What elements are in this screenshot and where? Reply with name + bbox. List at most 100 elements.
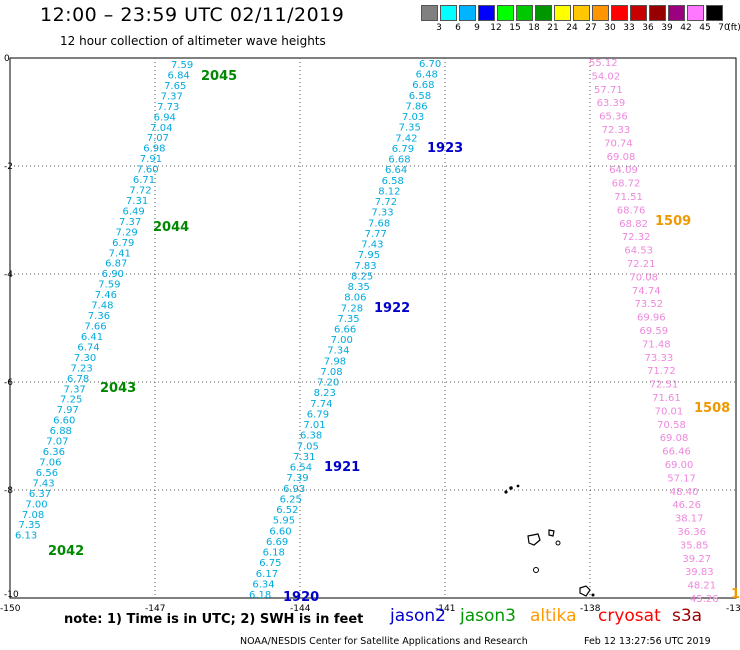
legend-label: 12: [490, 23, 502, 33]
swh-value: 7.72: [129, 186, 151, 197]
satellite-cryosat: cryosat: [598, 606, 661, 626]
swh-value: 7.33: [371, 208, 393, 219]
swh-value: 64.53: [624, 246, 653, 257]
swh-value: 6.13: [15, 531, 37, 542]
swh-value: 6.18: [263, 548, 285, 559]
island: [548, 529, 555, 537]
satellite-jason3: jason3: [460, 606, 516, 626]
legend-swatch: [630, 5, 647, 21]
swh-value: 7.31: [126, 196, 148, 207]
swh-value: 7.06: [39, 457, 61, 468]
legend-swatch: [668, 5, 685, 21]
pass-time-label: 2044: [153, 220, 189, 235]
swh-value: 7.31: [293, 452, 315, 463]
swh-value: 6.79: [392, 144, 414, 155]
island: [516, 484, 520, 488]
swh-value: 6.74: [77, 342, 99, 353]
swh-value: 6.90: [102, 269, 124, 280]
lat-label: -10: [4, 590, 19, 600]
swh-value: 7.98: [324, 356, 346, 367]
swh-value: 7.23: [70, 363, 92, 374]
swh-value: 7.07: [147, 133, 169, 144]
swh-value: 7.46: [95, 290, 117, 301]
swh-value: 7.08: [320, 367, 342, 378]
swh-value: 7.68: [368, 218, 390, 229]
lat-label: 0: [4, 54, 10, 64]
track-s3a: 55.12 54.02 57.71 63.39 65.36 72.33 70.74 69.08…: [589, 58, 740, 605]
legend-label: 3: [436, 23, 442, 33]
swh-value: 7.83: [354, 261, 376, 272]
swh-value: 6.25: [280, 494, 302, 505]
legend-swatch: [497, 5, 514, 21]
swh-value: 6.36: [43, 447, 65, 458]
legend-label: 21: [547, 23, 559, 33]
legend-swatch: [706, 5, 723, 21]
islands: [504, 484, 595, 597]
swh-value: 48.21: [687, 581, 716, 592]
legend-swatch: [535, 5, 552, 21]
legend-swatch: [573, 5, 590, 21]
swh-value: 7.01: [303, 420, 325, 431]
pass-time-label: 1509: [655, 214, 691, 229]
legend-label: 30: [604, 23, 616, 33]
swh-value: 7.35: [399, 123, 421, 134]
legend-swatch: [459, 5, 476, 21]
swh-value: 7.43: [32, 478, 54, 489]
swh-value: 7.37: [161, 91, 183, 102]
legend-label: 70: [718, 23, 730, 33]
legend-swatch: [440, 5, 457, 21]
swh-value: 57.17: [667, 473, 696, 484]
swh-value: 69.59: [640, 326, 669, 337]
swh-value: 63.39: [597, 98, 626, 109]
swh-value: 6.69: [266, 537, 288, 548]
satellite-jason2: jason2: [390, 606, 446, 626]
swh-value: 6.71: [133, 175, 155, 186]
swh-value: 69.08: [607, 152, 636, 163]
swh-value: 7.41: [109, 248, 131, 259]
swh-value: 6.58: [382, 176, 404, 187]
swh-value: 39.83: [685, 567, 714, 578]
swh-value: 54.02: [592, 71, 621, 82]
pass-time-label: 1920: [283, 590, 319, 605]
swh-value: 6.87: [105, 259, 127, 270]
map-frame: [9, 57, 737, 599]
footer-note: note: 1) Time is in UTC; 2) SWH is in fe…: [64, 612, 364, 627]
swh-value: 7.08: [22, 510, 44, 521]
swh-value: 7.36: [88, 311, 110, 322]
legend-swatch: [421, 5, 438, 21]
swh-value: 71.48: [642, 339, 671, 350]
pass-time-label: 2043: [100, 381, 136, 396]
swh-value: 68.82: [619, 219, 648, 230]
legend-label: 15: [509, 23, 521, 33]
swh-value: 6.79: [112, 238, 134, 249]
legend-swatch: [687, 5, 704, 21]
swh-value: 73.52: [634, 299, 663, 310]
swh-value: 8.12: [378, 186, 400, 197]
swh-value: 7.37: [119, 217, 141, 228]
satellite-s3a: s3a: [672, 606, 703, 626]
swh-value: 6.66: [334, 325, 356, 336]
legend-swatch: [516, 5, 533, 21]
lon-label: -13: [726, 604, 740, 614]
pass-time-label: 1921: [324, 460, 360, 475]
legend-label: 45: [699, 23, 711, 33]
swh-value: 72.33: [602, 125, 631, 136]
swh-value: 48.40: [670, 487, 699, 498]
swh-value: 36.36: [677, 527, 706, 538]
lat-label: -2: [4, 162, 13, 172]
swh-value: 6.37: [29, 489, 51, 500]
swh-value: 46.26: [672, 500, 701, 511]
island: [579, 585, 591, 597]
swh-value: 6.70: [419, 59, 441, 70]
legend-label: 6: [455, 23, 461, 33]
swh-value: 8.06: [344, 293, 366, 304]
island: [533, 567, 539, 573]
swh-value: 6.17: [256, 569, 278, 580]
lon-label: -144: [290, 604, 311, 614]
swh-value: 7.05: [297, 441, 319, 452]
swh-value: 7.86: [405, 101, 427, 112]
swh-value: 6.56: [36, 468, 58, 479]
swh-value: 64.09: [609, 165, 638, 176]
swh-value: 7.48: [91, 301, 113, 312]
